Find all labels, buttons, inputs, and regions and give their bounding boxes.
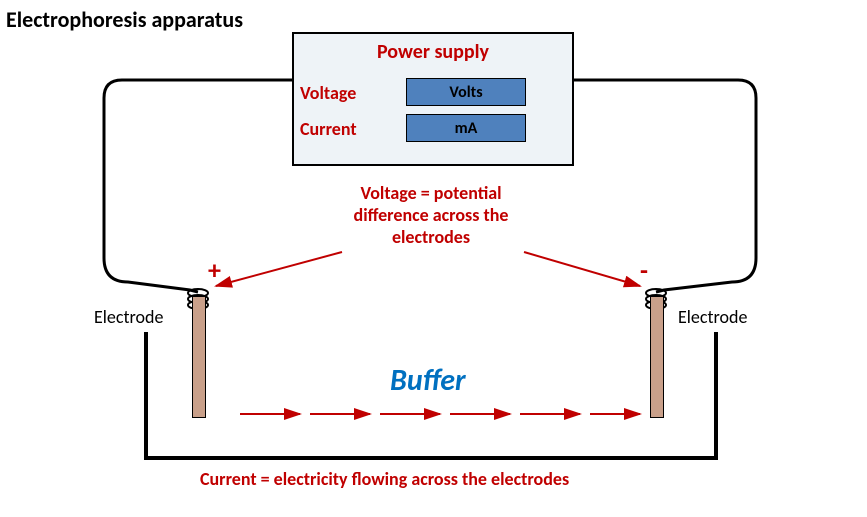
voltage-annotation-line-2: difference across the [316,204,546,226]
diagram-title: Electrophoresis apparatus [6,6,243,33]
electrode-right-label: Electrode [678,306,747,328]
electrode-left-sign: + [208,254,221,286]
wire-right [570,80,756,292]
current-field: mA [406,114,526,142]
voltage-field: Volts [406,78,526,106]
current-annotation: Current = electricity flowing across the… [200,468,569,490]
voltage-field-text: Volts [449,83,482,102]
voltage-annotation: Voltage = potential difference across th… [316,182,546,248]
voltage-label: Voltage [300,82,356,104]
electrode-left-label: Electrode [94,306,163,328]
current-label: Current [300,118,357,140]
wire-left [104,80,292,292]
current-field-text: mA [455,119,478,138]
electrode-right-sign: - [640,254,648,286]
buffer-label: Buffer [390,362,466,399]
voltage-arrow-left [216,252,342,286]
voltage-annotation-line-3: electrodes [316,226,546,248]
voltage-arrow-right [524,252,640,286]
diagram-root: Electrophoresis apparatus Power supply V… [0,0,867,517]
electrode-left [192,296,206,418]
electrode-right [650,296,664,418]
voltage-annotation-line-1: Voltage = potential [316,182,546,204]
power-supply-title: Power supply [294,40,572,64]
